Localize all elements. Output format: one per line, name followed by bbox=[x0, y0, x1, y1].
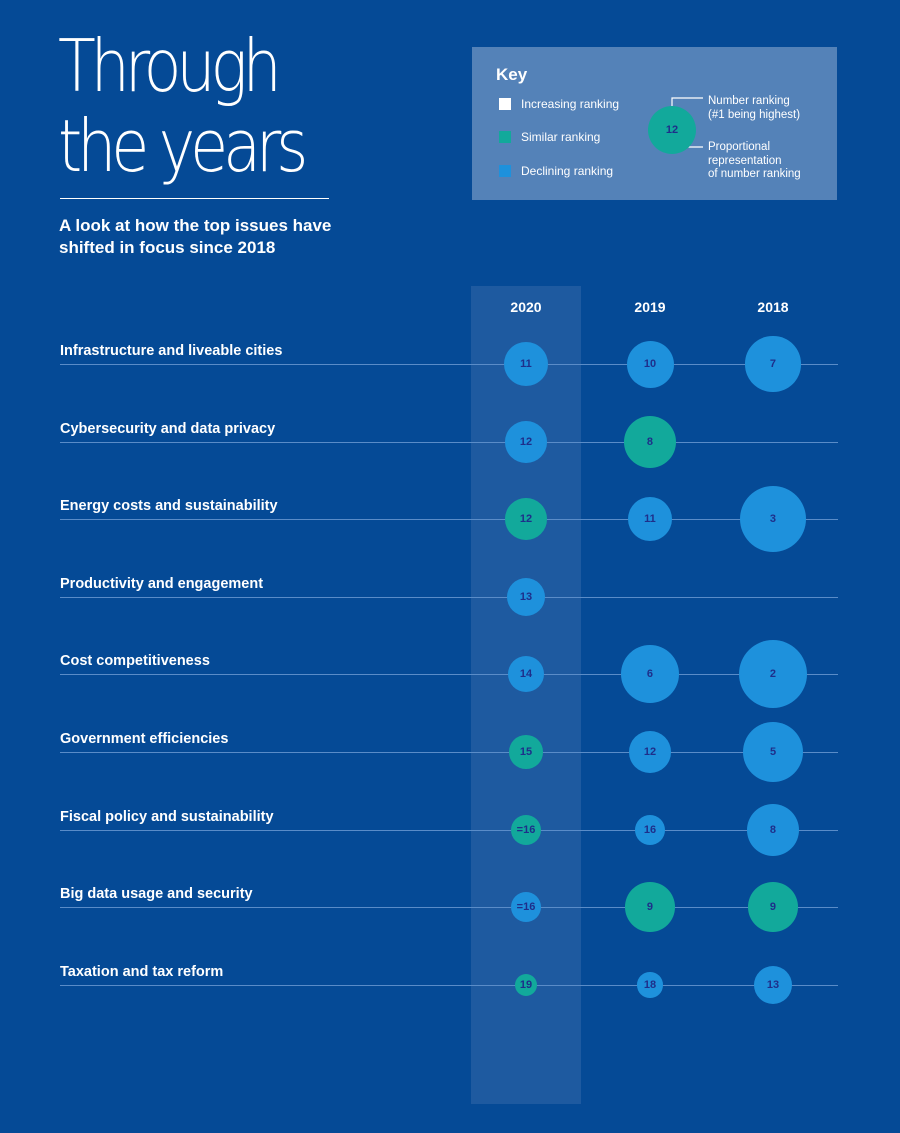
rank-bubble: 6 bbox=[621, 645, 679, 703]
rank-bubble: 8 bbox=[623, 415, 677, 469]
increasing-swatch bbox=[499, 98, 511, 110]
rank-bubble: 10 bbox=[626, 340, 674, 388]
rank-bubble: 5 bbox=[742, 721, 804, 783]
key-note-line: representation bbox=[708, 154, 782, 167]
row-divider bbox=[60, 519, 838, 520]
row-label: Taxation and tax reform bbox=[60, 964, 224, 980]
row-label: Cybersecurity and data privacy bbox=[60, 421, 276, 437]
page-title: Through the years bbox=[58, 24, 308, 188]
key-demo-bubble: 12 bbox=[648, 106, 696, 154]
row-divider bbox=[60, 907, 838, 908]
rank-bubble: 14 bbox=[507, 655, 545, 693]
row-divider bbox=[60, 597, 838, 598]
key-note-proportional: Proportional representation of number ra… bbox=[708, 141, 801, 182]
rank-bubble: 9 bbox=[625, 882, 675, 932]
key-note-line: (#1 being highest) bbox=[708, 108, 801, 121]
rank-bubble: 12 bbox=[505, 421, 547, 463]
page-subtitle: A look at how the top issues have shifte… bbox=[59, 216, 332, 257]
declining-swatch bbox=[499, 165, 511, 177]
row-divider bbox=[60, 985, 838, 986]
row-divider bbox=[60, 830, 838, 831]
rank-bubble: 18 bbox=[637, 972, 663, 998]
title-divider bbox=[60, 198, 329, 199]
key-label-similar: Similar ranking bbox=[521, 130, 601, 144]
row-label: Big data usage and security bbox=[60, 886, 253, 902]
key-note-line: of number ranking bbox=[708, 168, 801, 180]
rank-bubble: 12 bbox=[629, 731, 671, 773]
rank-bubble: 2 bbox=[738, 639, 808, 709]
legend-key: Key Increasing ranking Similar ranking D… bbox=[472, 47, 837, 200]
similar-swatch bbox=[499, 131, 511, 143]
key-title: Key bbox=[496, 65, 528, 84]
rank-bubble: 3 bbox=[740, 486, 806, 552]
row-label: Infrastructure and liveable cities bbox=[60, 343, 283, 359]
row-label: Energy costs and sustainability bbox=[60, 498, 278, 514]
key-note-line: Proportional bbox=[708, 141, 771, 153]
row-divider bbox=[60, 674, 838, 675]
rank-bubble: 16 bbox=[634, 814, 666, 846]
key-note-number-ranking: Number ranking (#1 being highest) bbox=[708, 95, 800, 122]
year-header-2020: 2020 bbox=[510, 299, 542, 315]
year-header-2018: 2018 bbox=[757, 299, 789, 315]
rank-bubble: 12 bbox=[505, 498, 547, 540]
rank-bubble: 13 bbox=[753, 965, 793, 1005]
rank-bubble: 11 bbox=[503, 341, 549, 387]
rank-bubble: =16 bbox=[510, 814, 542, 846]
title-line-1: Through bbox=[58, 24, 282, 108]
key-label-increasing: Increasing ranking bbox=[521, 97, 620, 111]
rank-bubble: 7 bbox=[745, 336, 801, 392]
rank-bubble: 8 bbox=[746, 803, 800, 857]
row-label: Fiscal policy and sustainability bbox=[60, 809, 274, 825]
rank-bubble: 19 bbox=[514, 973, 538, 997]
row-label: Productivity and engagement bbox=[60, 576, 264, 592]
row-divider bbox=[60, 364, 838, 365]
row-divider bbox=[60, 442, 838, 443]
row-label: Government efficiencies bbox=[60, 731, 229, 747]
row-divider bbox=[60, 752, 838, 753]
year-header-2019: 2019 bbox=[634, 299, 666, 315]
title-line-2: the years bbox=[58, 104, 308, 188]
rank-bubble: 9 bbox=[748, 882, 798, 932]
rank-bubble: 13 bbox=[506, 577, 546, 617]
rank-bubble: 15 bbox=[509, 735, 543, 769]
rank-bubble: =16 bbox=[510, 891, 542, 923]
key-label-declining: Declining ranking bbox=[521, 164, 614, 178]
key-note-line: Number ranking bbox=[708, 95, 790, 107]
rank-bubble: 11 bbox=[627, 496, 673, 542]
row-label: Cost competitiveness bbox=[60, 653, 210, 669]
